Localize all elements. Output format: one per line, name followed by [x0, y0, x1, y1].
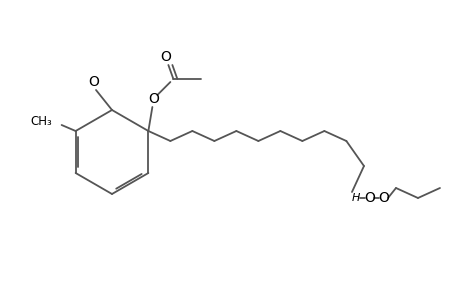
Text: O: O	[89, 75, 99, 89]
Text: O: O	[378, 191, 389, 205]
Text: H: H	[351, 193, 359, 203]
Text: O: O	[160, 50, 170, 64]
Text: O: O	[364, 191, 375, 205]
Text: O: O	[148, 92, 158, 106]
Text: CH₃: CH₃	[30, 115, 51, 128]
